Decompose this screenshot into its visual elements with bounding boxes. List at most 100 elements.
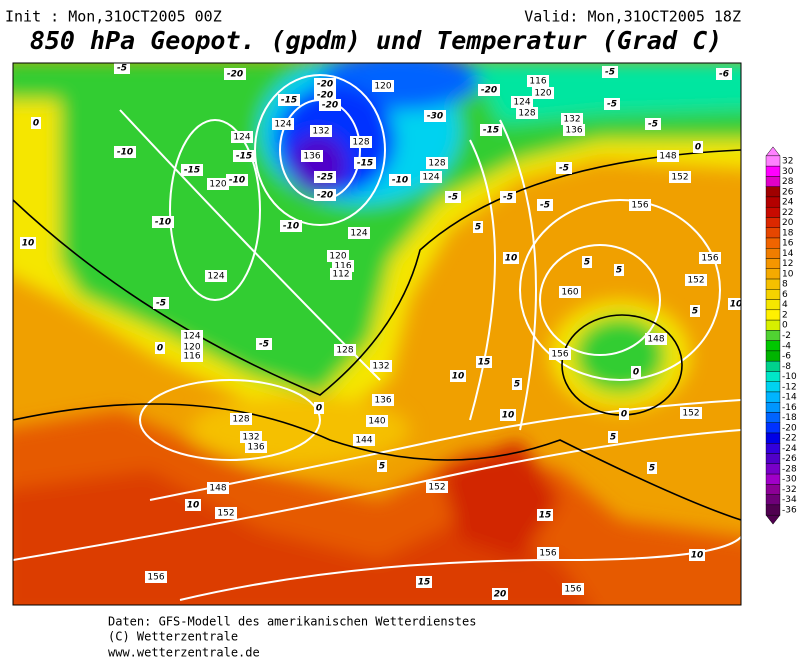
temperature-label-bg [181, 164, 203, 176]
geopotential-label-bg [350, 136, 372, 148]
temperature-label: 5 [379, 462, 385, 472]
colorbar-label: 20 [782, 218, 794, 228]
geopotential-label-bg [426, 157, 448, 169]
colorbar-box [765, 432, 781, 444]
temperature-label: 0 [633, 368, 639, 378]
geopotential-label: 124 [233, 133, 250, 143]
geopotential-label: 128 [232, 415, 249, 425]
temperature-label: 10 [730, 300, 743, 310]
colorbar-box [765, 227, 781, 239]
temperature-label: 5 [584, 258, 590, 268]
geopotential-label: 132 [372, 362, 389, 372]
geopotential-label: 148 [209, 484, 226, 494]
temperature-label: -15 [281, 96, 297, 106]
temperature-label: -20 [317, 191, 333, 201]
geopotential-label-bg [230, 413, 252, 425]
temperature-label-bg [389, 174, 411, 186]
geopotential-label: 120 [534, 89, 551, 99]
temperature-label: -25 [317, 173, 333, 183]
temperature-label-bg [556, 162, 572, 174]
temperature-label-bg [619, 408, 629, 420]
colorbar-box [765, 340, 781, 352]
colorbar-label: 0 [782, 321, 788, 331]
geopotential-label-bg [527, 75, 549, 87]
geopotential-label-bg [562, 583, 584, 595]
geopotential-label: 116 [334, 262, 351, 272]
temperature-label: 10 [505, 254, 518, 264]
temperature-label-bg [278, 94, 300, 106]
colorbar-label: 26 [782, 187, 794, 197]
geopotential-label-bg [207, 482, 229, 494]
geopotential-label: 156 [551, 350, 568, 360]
temperature-label-bg [473, 221, 483, 233]
colorbar-box [765, 391, 781, 403]
colorbar-label: -20 [782, 423, 797, 433]
colorbar-label: 22 [782, 208, 793, 218]
temperature-label-bg [537, 509, 553, 521]
temperature-label-bg [693, 141, 703, 153]
colorbar-box [765, 237, 781, 249]
temperature-label: -10 [155, 218, 171, 228]
colorbar-label: -16 [782, 403, 797, 413]
temperature-label: -20 [322, 101, 338, 111]
temperature-label: 10 [187, 501, 200, 511]
init-time: Init : Mon,31OCT2005 00Z [5, 8, 222, 26]
temperature-label-bg [728, 298, 741, 310]
temperature-label-bg [614, 264, 624, 276]
temperature-label-bg [450, 370, 466, 382]
temperature-label-bg [314, 171, 336, 183]
colorbar: 32302826242220181614121086420-2-4-6-8-10… [765, 146, 797, 525]
temperature-label: -20 [481, 86, 497, 96]
geopotential-label-bg [426, 481, 448, 493]
colorbar-box [765, 443, 781, 454]
temperature-label-bg [602, 66, 618, 78]
temperature-label: 5 [514, 380, 520, 390]
geopotential-label: 148 [659, 152, 676, 162]
colorbar-box [765, 289, 781, 300]
geopotential-label-bg [559, 286, 581, 298]
temperature-label-bg [503, 252, 519, 264]
temperature-label-bg [445, 191, 461, 203]
temperature-label-bg [155, 342, 165, 354]
geopotential-label: 156 [631, 201, 648, 211]
geopotential-label-bg [680, 407, 702, 419]
colorbar-box [765, 381, 781, 393]
geopotential-label: 124 [350, 229, 367, 239]
colorbar-label: -6 [782, 352, 791, 362]
geopotential-label: 128 [518, 109, 535, 119]
geopotential-label: 120 [374, 82, 391, 92]
temperature-label: -15 [236, 152, 252, 162]
colorbar-box [765, 402, 781, 413]
temperature-label-bg [354, 157, 376, 169]
temperature-label: -5 [259, 340, 269, 350]
geopotential-label-bg [330, 268, 352, 280]
temperature-label-bg [608, 431, 618, 443]
colorbar-box [765, 371, 781, 382]
colorbar-label: 12 [782, 259, 793, 269]
temperature-label: 15 [418, 578, 431, 588]
geopotential-label: 136 [374, 396, 391, 406]
map: 120 1161201241281321361241241321281361281… [13, 63, 743, 605]
temperature-label: 10 [22, 239, 35, 249]
temperature-label-bg [256, 338, 272, 350]
geopotential-label-bg [327, 250, 349, 262]
geopotential-label-bg [245, 441, 267, 453]
geopotential-label: 136 [565, 126, 582, 136]
temperature-label: -5 [503, 193, 513, 203]
colorbar-label: 14 [782, 249, 794, 259]
colorbar-label: -36 [782, 506, 797, 516]
geopotential-label: 120 [183, 343, 200, 353]
geopotential-label: 116 [529, 77, 546, 87]
colorbar-box [765, 206, 781, 218]
colorbar-cap [765, 146, 781, 157]
temperature-label: -15 [357, 159, 373, 169]
temperature-label: -20 [317, 91, 333, 101]
temperature-label: -5 [448, 193, 458, 203]
geopotential-label-bg [348, 227, 370, 239]
geopotential-label: 156 [701, 254, 718, 264]
colorbar-box [765, 319, 781, 331]
geopotential-label-bg [370, 360, 392, 372]
temperature-label-bg [604, 98, 620, 110]
colorbar-box [765, 504, 781, 516]
temperature-label: 10 [452, 372, 465, 382]
